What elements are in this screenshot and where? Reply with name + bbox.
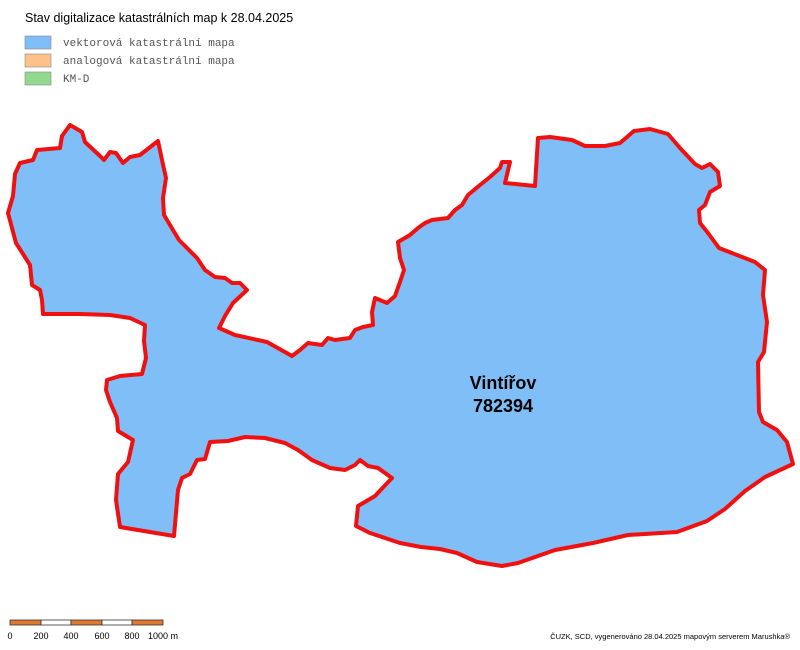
scale-segment (101, 619, 133, 626)
legend-label: analogová katastrální mapa (63, 56, 235, 68)
scale-segment (131, 619, 164, 626)
scale-label: 400 (63, 631, 78, 641)
scale-labels: 0 200 400 600 800 1000 m (7, 631, 178, 641)
scale-bar (9, 619, 164, 626)
scale-label: 0 (7, 631, 12, 641)
scale-segment (40, 619, 72, 626)
legend: vektorová katastrální mapa analogová kata… (24, 35, 235, 86)
legend-swatch (24, 35, 52, 50)
scale-label: 600 (94, 631, 109, 641)
scale-segment (9, 619, 42, 626)
legend-label: vektorová katastrální mapa (63, 38, 235, 50)
credit: ČUZK, SCD, vygenerováno 28.04.2025 mapov… (550, 632, 790, 641)
area-code: 782394 (473, 396, 533, 416)
scale-label: 200 (33, 631, 48, 641)
cadastral-area (6, 123, 795, 568)
area-name: Vintířov (470, 373, 537, 393)
scale-label: 1000 m (148, 631, 178, 641)
legend-swatch (24, 53, 52, 68)
legend-swatch (24, 71, 52, 86)
map-title: Stav digitalizace katastrálních map k 28… (25, 11, 293, 25)
legend-label: KM-D (63, 74, 90, 86)
scale-segment (70, 619, 103, 626)
scale-label: 800 (124, 631, 139, 641)
